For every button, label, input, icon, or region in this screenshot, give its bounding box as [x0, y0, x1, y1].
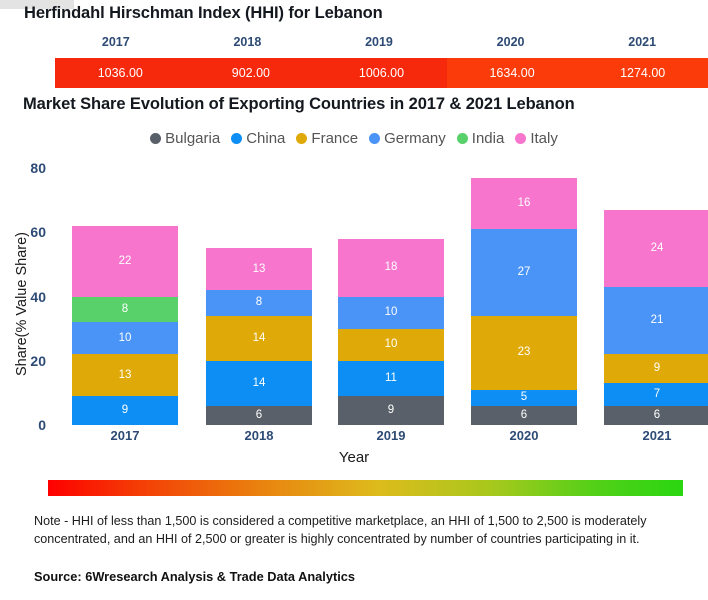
hhi-value-bar: 1036.00 902.00 1006.00 1634.00 1274.00: [55, 58, 708, 88]
bar-segment-2021-italy[interactable]: 24: [604, 209, 708, 287]
hhi-year-header: 2017 2018 2019 2020 2021: [50, 35, 708, 53]
legend-label: Italy: [530, 130, 558, 147]
hhi-gradient-scale: [48, 480, 683, 496]
bar-2017[interactable]: 9 13 10 8 22: [72, 226, 178, 425]
x-axis-tick-2017: 2017: [110, 428, 140, 443]
x-axis-tick-2019: 2019: [376, 428, 406, 443]
legend-swatch-germany-icon: [369, 133, 381, 144]
chart-legend: Bulgaria China France Germany India Italy: [0, 130, 708, 147]
legend-label: India: [471, 130, 505, 147]
bar-segment-2021-france[interactable]: 9: [604, 354, 708, 384]
legend-item-germany[interactable]: Germany: [369, 130, 446, 147]
legend-label: Bulgaria: [165, 130, 221, 147]
hhi-value-2021: 1274.00: [577, 58, 708, 88]
x-axis-tick-2021: 2021: [642, 428, 672, 443]
legend-swatch-india-icon: [456, 133, 468, 144]
legend-swatch-china-icon: [231, 133, 243, 144]
hhi-year-2017: 2017: [101, 35, 130, 49]
legend-item-india[interactable]: India: [456, 130, 505, 147]
hhi-title: Herfindahl Hirschman Index (HHI) for Leb…: [24, 4, 383, 22]
bar-segment-2019-bulgaria[interactable]: 9: [338, 396, 444, 425]
bar-2020[interactable]: 6 5 23 27 16: [471, 177, 577, 425]
bar-segment-2021-china[interactable]: 7: [604, 383, 708, 406]
x-axis-tick-2018: 2018: [244, 428, 274, 443]
bar-segment-2019-italy[interactable]: 18: [338, 238, 444, 297]
bar-segment-2021-bulgaria[interactable]: 6: [604, 405, 708, 425]
bar-segment-2017-italy[interactable]: 22: [72, 226, 178, 297]
y-axis-tick-0: 0: [38, 417, 46, 433]
footnote-note: Note - HHI of less than 1,500 is conside…: [34, 514, 647, 546]
legend-label: Germany: [384, 130, 446, 147]
bar-segment-2019-germany[interactable]: 10: [338, 296, 444, 329]
legend-swatch-italy-icon: [515, 133, 527, 144]
bar-2018[interactable]: 6 14 14 8 13: [206, 248, 312, 425]
hhi-value-2017: 1036.00: [97, 66, 143, 80]
bar-segment-2020-france[interactable]: 23: [471, 315, 577, 390]
bar-segment-2017-china[interactable]: 9: [72, 396, 178, 425]
hhi-value-2020: 1634.00: [446, 58, 578, 88]
legend-item-france[interactable]: France: [296, 130, 358, 147]
legend-item-italy[interactable]: Italy: [515, 130, 558, 147]
legend-swatch-bulgaria-icon: [150, 133, 162, 144]
hhi-year-2018: 2018: [233, 35, 262, 49]
footnote-source: Source: 6Wresearch Analysis & Trade Data…: [34, 569, 356, 584]
legend-label: France: [311, 130, 359, 147]
x-axis-tick-2020: 2020: [509, 428, 539, 443]
bar-segment-2019-france[interactable]: 10: [338, 328, 444, 361]
chart-title: Market Share Evolution of Exporting Coun…: [23, 95, 575, 113]
legend-item-bulgaria[interactable]: Bulgaria: [150, 130, 220, 147]
bar-2021[interactable]: 6 7 9 21 24: [604, 209, 708, 425]
bar-2019[interactable]: 9 11 10 10 18: [338, 238, 444, 425]
bar-segment-2017-germany[interactable]: 10: [72, 322, 178, 355]
bar-segment-2018-italy[interactable]: 13: [206, 248, 312, 291]
bar-segment-2018-china[interactable]: 14: [206, 360, 312, 406]
y-axis-tick-60: 60: [30, 224, 46, 241]
bar-segment-2019-china[interactable]: 11: [338, 360, 444, 397]
bar-segment-2018-germany[interactable]: 8: [206, 290, 312, 316]
y-axis-tick-80: 80: [30, 160, 46, 177]
bar-segment-2017-france[interactable]: 13: [72, 354, 178, 397]
bar-segment-2021-germany[interactable]: 21: [604, 287, 708, 355]
legend-item-china[interactable]: China: [231, 130, 285, 147]
y-axis-tick-40: 40: [30, 288, 46, 305]
hhi-value-2018: 902.00: [231, 66, 270, 80]
y-axis-label: Share(% Value Share): [14, 232, 30, 377]
bar-segment-2020-china[interactable]: 5: [471, 389, 577, 406]
top-left-notch: [0, 0, 74, 9]
hhi-year-2020: 2020: [496, 35, 525, 49]
bar-segment-2020-bulgaria[interactable]: 6: [471, 405, 577, 425]
hhi-year-2021: 2021: [628, 35, 657, 49]
bar-segment-2018-france[interactable]: 14: [206, 315, 312, 361]
bar-segment-2018-bulgaria[interactable]: 6: [206, 405, 312, 425]
legend-swatch-france-icon: [296, 133, 308, 144]
hhi-value-2019: 1006.00: [358, 66, 405, 80]
bar-segment-2017-india[interactable]: 8: [72, 296, 178, 323]
hhi-year-2019: 2019: [365, 35, 393, 49]
x-axis-label: Year: [338, 449, 370, 466]
legend-label: China: [246, 130, 286, 147]
y-axis-tick-20: 20: [30, 352, 46, 369]
bar-segment-2020-germany[interactable]: 27: [471, 229, 577, 316]
bar-segment-2020-italy[interactable]: 16: [471, 177, 577, 230]
